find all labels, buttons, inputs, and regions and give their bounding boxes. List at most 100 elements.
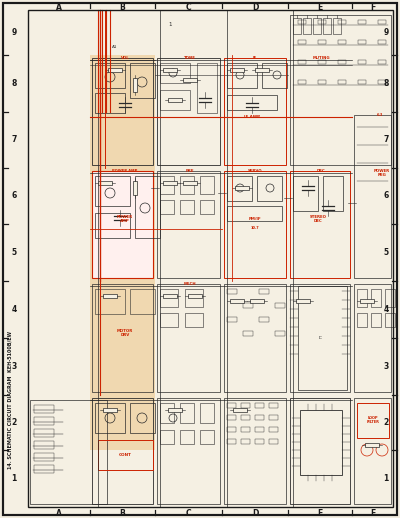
Bar — [385, 313, 395, 327]
Text: 3: 3 — [11, 362, 17, 371]
Bar — [371, 289, 381, 307]
Text: 4: 4 — [11, 305, 17, 314]
Text: F: F — [370, 3, 375, 11]
Bar — [303, 18, 311, 34]
Text: STEREO
DEC: STEREO DEC — [310, 214, 326, 223]
Bar — [371, 313, 381, 327]
Bar — [130, 403, 155, 433]
Bar — [34, 453, 54, 461]
Text: 1: 1 — [168, 22, 172, 27]
Bar — [235, 186, 249, 190]
Text: E: E — [317, 3, 323, 11]
Text: A1: A1 — [112, 45, 118, 49]
Bar — [290, 398, 350, 504]
Bar — [241, 415, 250, 420]
Bar — [34, 429, 54, 437]
Text: 10.7: 10.7 — [251, 226, 259, 230]
Bar — [360, 299, 374, 303]
Bar — [227, 63, 257, 88]
Text: A: A — [56, 509, 62, 517]
Bar — [250, 299, 264, 303]
Bar — [95, 176, 130, 206]
Bar — [185, 289, 203, 307]
Bar — [300, 410, 342, 475]
Bar — [358, 80, 366, 84]
Text: 9: 9 — [11, 28, 17, 37]
Bar — [188, 294, 202, 298]
Bar — [338, 80, 346, 84]
Bar — [255, 415, 264, 420]
Text: POWER
AMP: POWER AMP — [117, 214, 133, 223]
Bar — [160, 289, 178, 307]
Bar — [227, 176, 252, 201]
Bar — [333, 18, 341, 34]
Bar — [269, 439, 278, 444]
Text: B: B — [120, 3, 125, 11]
Bar — [180, 176, 194, 194]
Bar — [133, 78, 137, 92]
Bar — [255, 427, 264, 432]
Text: 6: 6 — [11, 192, 17, 200]
Bar — [160, 63, 190, 83]
Bar — [163, 68, 177, 72]
Bar — [227, 439, 236, 444]
Bar — [227, 317, 237, 322]
Bar — [313, 18, 321, 34]
Bar — [318, 60, 326, 64]
Bar — [293, 176, 318, 211]
Bar — [357, 403, 389, 438]
Text: POWER
REG: POWER REG — [374, 169, 390, 177]
Bar — [183, 181, 197, 185]
Text: 1: 1 — [383, 474, 389, 483]
Bar — [224, 284, 286, 392]
Bar — [385, 289, 395, 307]
Bar — [185, 313, 203, 327]
Bar — [378, 60, 386, 64]
Bar — [378, 80, 386, 84]
Text: 7: 7 — [11, 136, 17, 145]
Bar — [318, 40, 326, 44]
Bar — [103, 294, 117, 298]
Bar — [378, 20, 386, 24]
Text: IF: IF — [253, 56, 257, 60]
Bar — [34, 441, 54, 449]
Bar — [357, 313, 367, 327]
Text: LOOP
FILTER: LOOP FILTER — [366, 416, 380, 424]
Bar — [358, 20, 366, 24]
Text: 14. SCHEMATIC CIRCUIT DIAGRAM  KEH-5100B/EW: 14. SCHEMATIC CIRCUIT DIAGRAM KEH-5100B/… — [8, 331, 12, 469]
Bar — [157, 284, 220, 392]
Bar — [224, 171, 286, 278]
Bar — [168, 408, 182, 412]
Bar — [160, 176, 174, 194]
Bar — [130, 289, 155, 314]
Bar — [230, 299, 244, 303]
Bar — [338, 20, 346, 24]
Bar — [378, 40, 386, 44]
Bar — [243, 331, 253, 336]
Bar — [323, 18, 331, 34]
Bar — [255, 403, 264, 408]
Bar — [318, 80, 326, 84]
Bar — [358, 60, 366, 64]
Bar — [95, 213, 130, 238]
Text: C: C — [186, 3, 191, 11]
Text: 2: 2 — [11, 418, 17, 427]
Bar — [227, 427, 236, 432]
Text: POWER AMP: POWER AMP — [112, 169, 138, 173]
Bar — [298, 40, 306, 44]
Bar — [298, 60, 306, 64]
Bar — [293, 18, 301, 34]
Bar — [157, 398, 220, 504]
Text: 6: 6 — [383, 192, 389, 200]
Bar — [323, 176, 343, 211]
Text: 8: 8 — [383, 79, 389, 88]
Text: 2: 2 — [383, 418, 389, 427]
Text: 6.3: 6.3 — [377, 113, 383, 117]
Bar — [227, 289, 237, 294]
Bar — [259, 289, 269, 294]
Bar — [275, 331, 285, 336]
Text: 5: 5 — [12, 248, 16, 257]
Bar — [130, 63, 155, 98]
Bar — [227, 415, 236, 420]
Bar — [180, 403, 194, 423]
